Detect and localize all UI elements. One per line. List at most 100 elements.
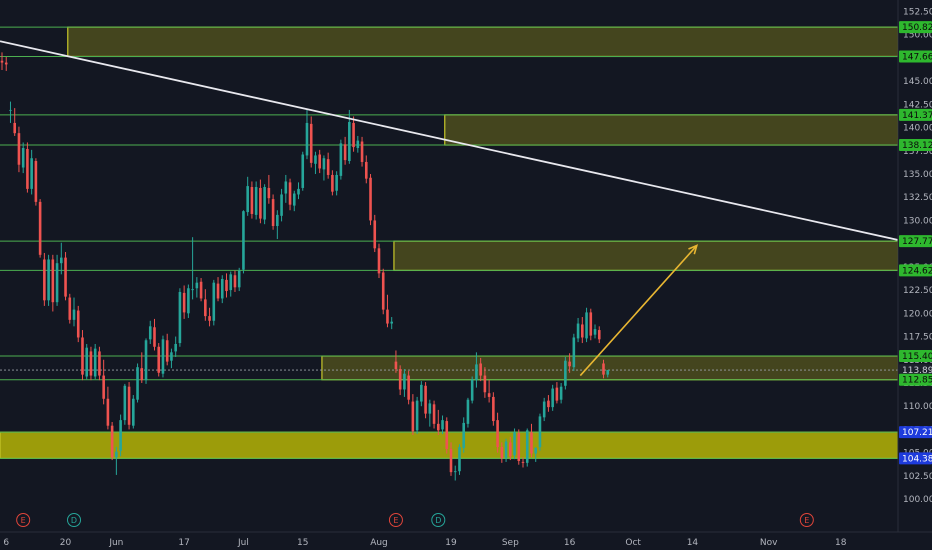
earnings-marker-label: E <box>804 516 809 525</box>
candle-body <box>504 441 508 459</box>
candle-body <box>26 148 29 189</box>
candle-body <box>517 433 521 461</box>
price-badge-label: 124.62 <box>902 266 932 276</box>
candle-body <box>475 364 478 381</box>
candle-body <box>237 270 241 288</box>
time-axis[interactable]: 6 20 Jun 17 Jul 15 Aug 19 Sep 16 Oct 14 Nov 18 <box>0 531 932 550</box>
candle-body <box>85 347 89 377</box>
price-badge-label: 112.85 <box>902 376 932 386</box>
candle-body <box>483 375 487 393</box>
candle-body <box>216 283 220 299</box>
candle-body <box>394 361 398 370</box>
x-tick-label: 16 <box>564 538 576 548</box>
candle-body <box>352 122 355 148</box>
candle-body <box>309 123 313 163</box>
candle-body <box>9 109 12 111</box>
candle-body <box>542 401 546 418</box>
y-tick-label: 135.00 <box>903 170 932 180</box>
x-tick-label: 6 <box>3 538 9 548</box>
candle-body <box>509 442 512 457</box>
supply-demand-zone <box>393 240 899 272</box>
y-tick-label: 150.00 <box>903 31 932 41</box>
earnings-marker-label: E <box>393 516 398 525</box>
descending-trendline <box>0 40 899 241</box>
projection-arrow-head <box>688 244 699 255</box>
candle-body <box>538 416 542 448</box>
y-tick-label: 102.50 <box>903 472 932 482</box>
dividend-marker-label: D <box>435 516 441 525</box>
candle-body <box>47 259 50 301</box>
dividend-marker-label: D <box>71 516 77 525</box>
candle-body <box>555 387 559 401</box>
candle-body <box>225 279 228 292</box>
y-tick-label: 137.50 <box>903 147 932 157</box>
candle-body <box>153 327 156 347</box>
candle-body <box>276 214 279 227</box>
candle-body <box>301 154 305 188</box>
candle-body <box>534 447 538 454</box>
candle-body <box>148 326 152 340</box>
candle-body <box>479 363 482 376</box>
candle-body <box>182 292 186 313</box>
candle-body <box>76 310 80 338</box>
x-tick-label: Jul <box>237 538 249 548</box>
candle-body <box>462 422 466 448</box>
y-tick-label: 142.50 <box>903 100 932 110</box>
candle-body <box>377 248 381 274</box>
price-badge <box>899 139 932 152</box>
price-badge-label: 113.89 <box>902 366 932 376</box>
candle-body <box>335 174 338 191</box>
candle-body <box>585 312 588 339</box>
candle-body <box>339 143 343 176</box>
trendline-layer <box>0 40 899 241</box>
candle-body <box>326 159 330 175</box>
candle-body <box>98 351 101 376</box>
candle-body <box>292 193 296 206</box>
candle-body <box>568 361 571 367</box>
candle-body <box>466 399 470 424</box>
candle-body <box>369 177 372 221</box>
candle-body <box>17 133 21 165</box>
candle-body <box>343 144 347 161</box>
candle-body <box>110 425 114 458</box>
candle-body <box>458 447 461 472</box>
candle-body <box>208 316 211 321</box>
candle-body <box>288 182 292 205</box>
candle-body <box>436 423 440 431</box>
candle-body <box>254 187 258 215</box>
supply-demand-zone <box>67 26 899 58</box>
candle-body <box>428 403 432 414</box>
candle-body <box>453 471 457 473</box>
x-tick-label: 19 <box>445 538 457 548</box>
candle-body <box>30 158 33 189</box>
candle-body <box>140 368 144 381</box>
earnings-marker <box>388 513 403 527</box>
candle-body <box>195 282 199 289</box>
candle-body <box>398 369 402 390</box>
candle-body <box>220 278 224 299</box>
candle-body <box>521 461 525 463</box>
candle-body <box>403 373 406 390</box>
candle-body <box>267 187 271 199</box>
candle-body <box>487 393 491 397</box>
y-tick-label: 140.00 <box>903 124 932 134</box>
candle-body <box>93 348 97 377</box>
candle-body <box>199 281 203 299</box>
x-tick-label: Aug <box>370 538 388 548</box>
candle-body <box>174 343 177 352</box>
candle-body <box>581 324 584 338</box>
price-badge <box>899 235 932 248</box>
candle-body <box>106 398 110 426</box>
price-badge <box>899 373 932 386</box>
candle-body <box>21 148 25 168</box>
candle-body <box>127 386 131 425</box>
y-tick-label: 120.00 <box>903 309 932 319</box>
candle-body <box>280 194 283 216</box>
time-axis-background <box>0 532 932 550</box>
candle-body <box>229 274 233 291</box>
candle-body <box>449 448 453 473</box>
candle-body <box>547 400 550 408</box>
projection-arrow-layer <box>579 244 699 377</box>
candle-body <box>318 154 321 169</box>
